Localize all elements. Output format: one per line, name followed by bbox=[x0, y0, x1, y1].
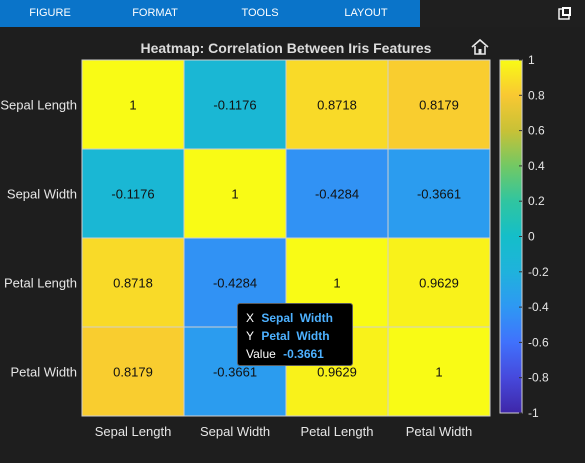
cell-value-label: 0.8718 bbox=[317, 98, 357, 113]
cell-value-label: 0.9629 bbox=[419, 276, 459, 291]
y-tick-label: Sepal Length bbox=[0, 98, 77, 113]
cell-value-label: -0.1176 bbox=[111, 187, 154, 202]
tooltip-value-label: Value bbox=[246, 347, 276, 361]
menu-item-tools[interactable]: TOOLS bbox=[241, 7, 279, 19]
cell-value-label: 1 bbox=[231, 187, 238, 202]
colorbar-tick-label: 0 bbox=[528, 230, 535, 244]
x-tick-label: Sepal Width bbox=[200, 424, 270, 439]
heatmap-cell bbox=[285, 59, 389, 150]
y-tick-label: Sepal Width bbox=[7, 187, 77, 202]
colorbar-tick-label: 1 bbox=[528, 53, 535, 67]
heatmap-cell bbox=[81, 148, 185, 239]
cell-value-label: 1 bbox=[333, 276, 340, 291]
cell-value-label: 0.8179 bbox=[113, 365, 153, 380]
heatmap-cell bbox=[81, 59, 185, 150]
colorbar-tick-label: 0.2 bbox=[528, 194, 545, 208]
cell-value-label: 0.9629 bbox=[317, 365, 357, 380]
colorbar-tick-label: -0.4 bbox=[528, 300, 549, 314]
heatmap-cell bbox=[387, 148, 491, 239]
cell-value-label: -0.3661 bbox=[417, 187, 461, 202]
y-tick-label: Petal Width bbox=[11, 365, 77, 380]
tooltip-x-row: X Sepal Width bbox=[246, 309, 344, 327]
tooltip-y-label: Y bbox=[246, 329, 255, 343]
chart-title: Heatmap: Correlation Between Iris Featur… bbox=[140, 40, 432, 56]
home-icon[interactable] bbox=[470, 38, 490, 56]
colorbar bbox=[499, 59, 523, 414]
tooltip-x-label: X bbox=[246, 311, 255, 325]
menu-bar: FIGURE FORMAT TOOLS LAYOUT bbox=[0, 0, 585, 27]
menu-strip bbox=[0, 0, 420, 27]
popout-icon[interactable] bbox=[558, 6, 572, 20]
x-tick-label: Petal Length bbox=[300, 424, 373, 439]
cell-value-label: 1 bbox=[435, 365, 442, 380]
cell-value-label: -0.4284 bbox=[315, 187, 359, 202]
menu-item-layout[interactable]: LAYOUT bbox=[344, 7, 388, 19]
tooltip-y-value: Petal Width bbox=[261, 329, 330, 343]
cell-value-label: 0.8718 bbox=[113, 276, 153, 291]
x-tick-label: Sepal Length bbox=[95, 424, 172, 439]
menu-item-format[interactable]: FORMAT bbox=[132, 7, 178, 19]
y-tick-label: Petal Length bbox=[4, 276, 77, 291]
colorbar-tick-label: -0.6 bbox=[528, 335, 549, 349]
colorbar-tick-label: -0.2 bbox=[528, 265, 549, 279]
tooltip-value: -0.3661 bbox=[283, 347, 324, 361]
colorbar-tick-label: 0.6 bbox=[528, 124, 545, 138]
colorbar-tick-label: 0.8 bbox=[528, 88, 545, 102]
cell-value-label: -0.4284 bbox=[213, 276, 257, 291]
cell-value-label: 0.8179 bbox=[419, 98, 459, 113]
heatmap-cell bbox=[81, 237, 185, 328]
colorbar-tick-label: 0.4 bbox=[528, 159, 545, 173]
colorbar-tick-label: -1 bbox=[528, 406, 539, 420]
heatmap-cell bbox=[387, 326, 491, 417]
cell-value-label: 1 bbox=[129, 98, 136, 113]
tooltip-value-row: Value -0.3661 bbox=[246, 345, 344, 363]
colorbar-tick-label: -0.8 bbox=[528, 371, 549, 385]
heatmap-cell bbox=[387, 237, 491, 328]
menu-item-figure[interactable]: FIGURE bbox=[29, 7, 71, 19]
data-tooltip: X Sepal Width Y Petal Width Value -0.366… bbox=[237, 303, 353, 366]
heatmap-cell bbox=[285, 148, 389, 239]
cell-value-label: -0.3661 bbox=[213, 365, 257, 380]
cell-value-label: -0.1176 bbox=[213, 98, 256, 113]
x-tick-label: Petal Width bbox=[406, 424, 472, 439]
tooltip-y-row: Y Petal Width bbox=[246, 327, 344, 345]
heatmap-cell bbox=[81, 326, 185, 417]
tooltip-x-value: Sepal Width bbox=[261, 311, 333, 325]
